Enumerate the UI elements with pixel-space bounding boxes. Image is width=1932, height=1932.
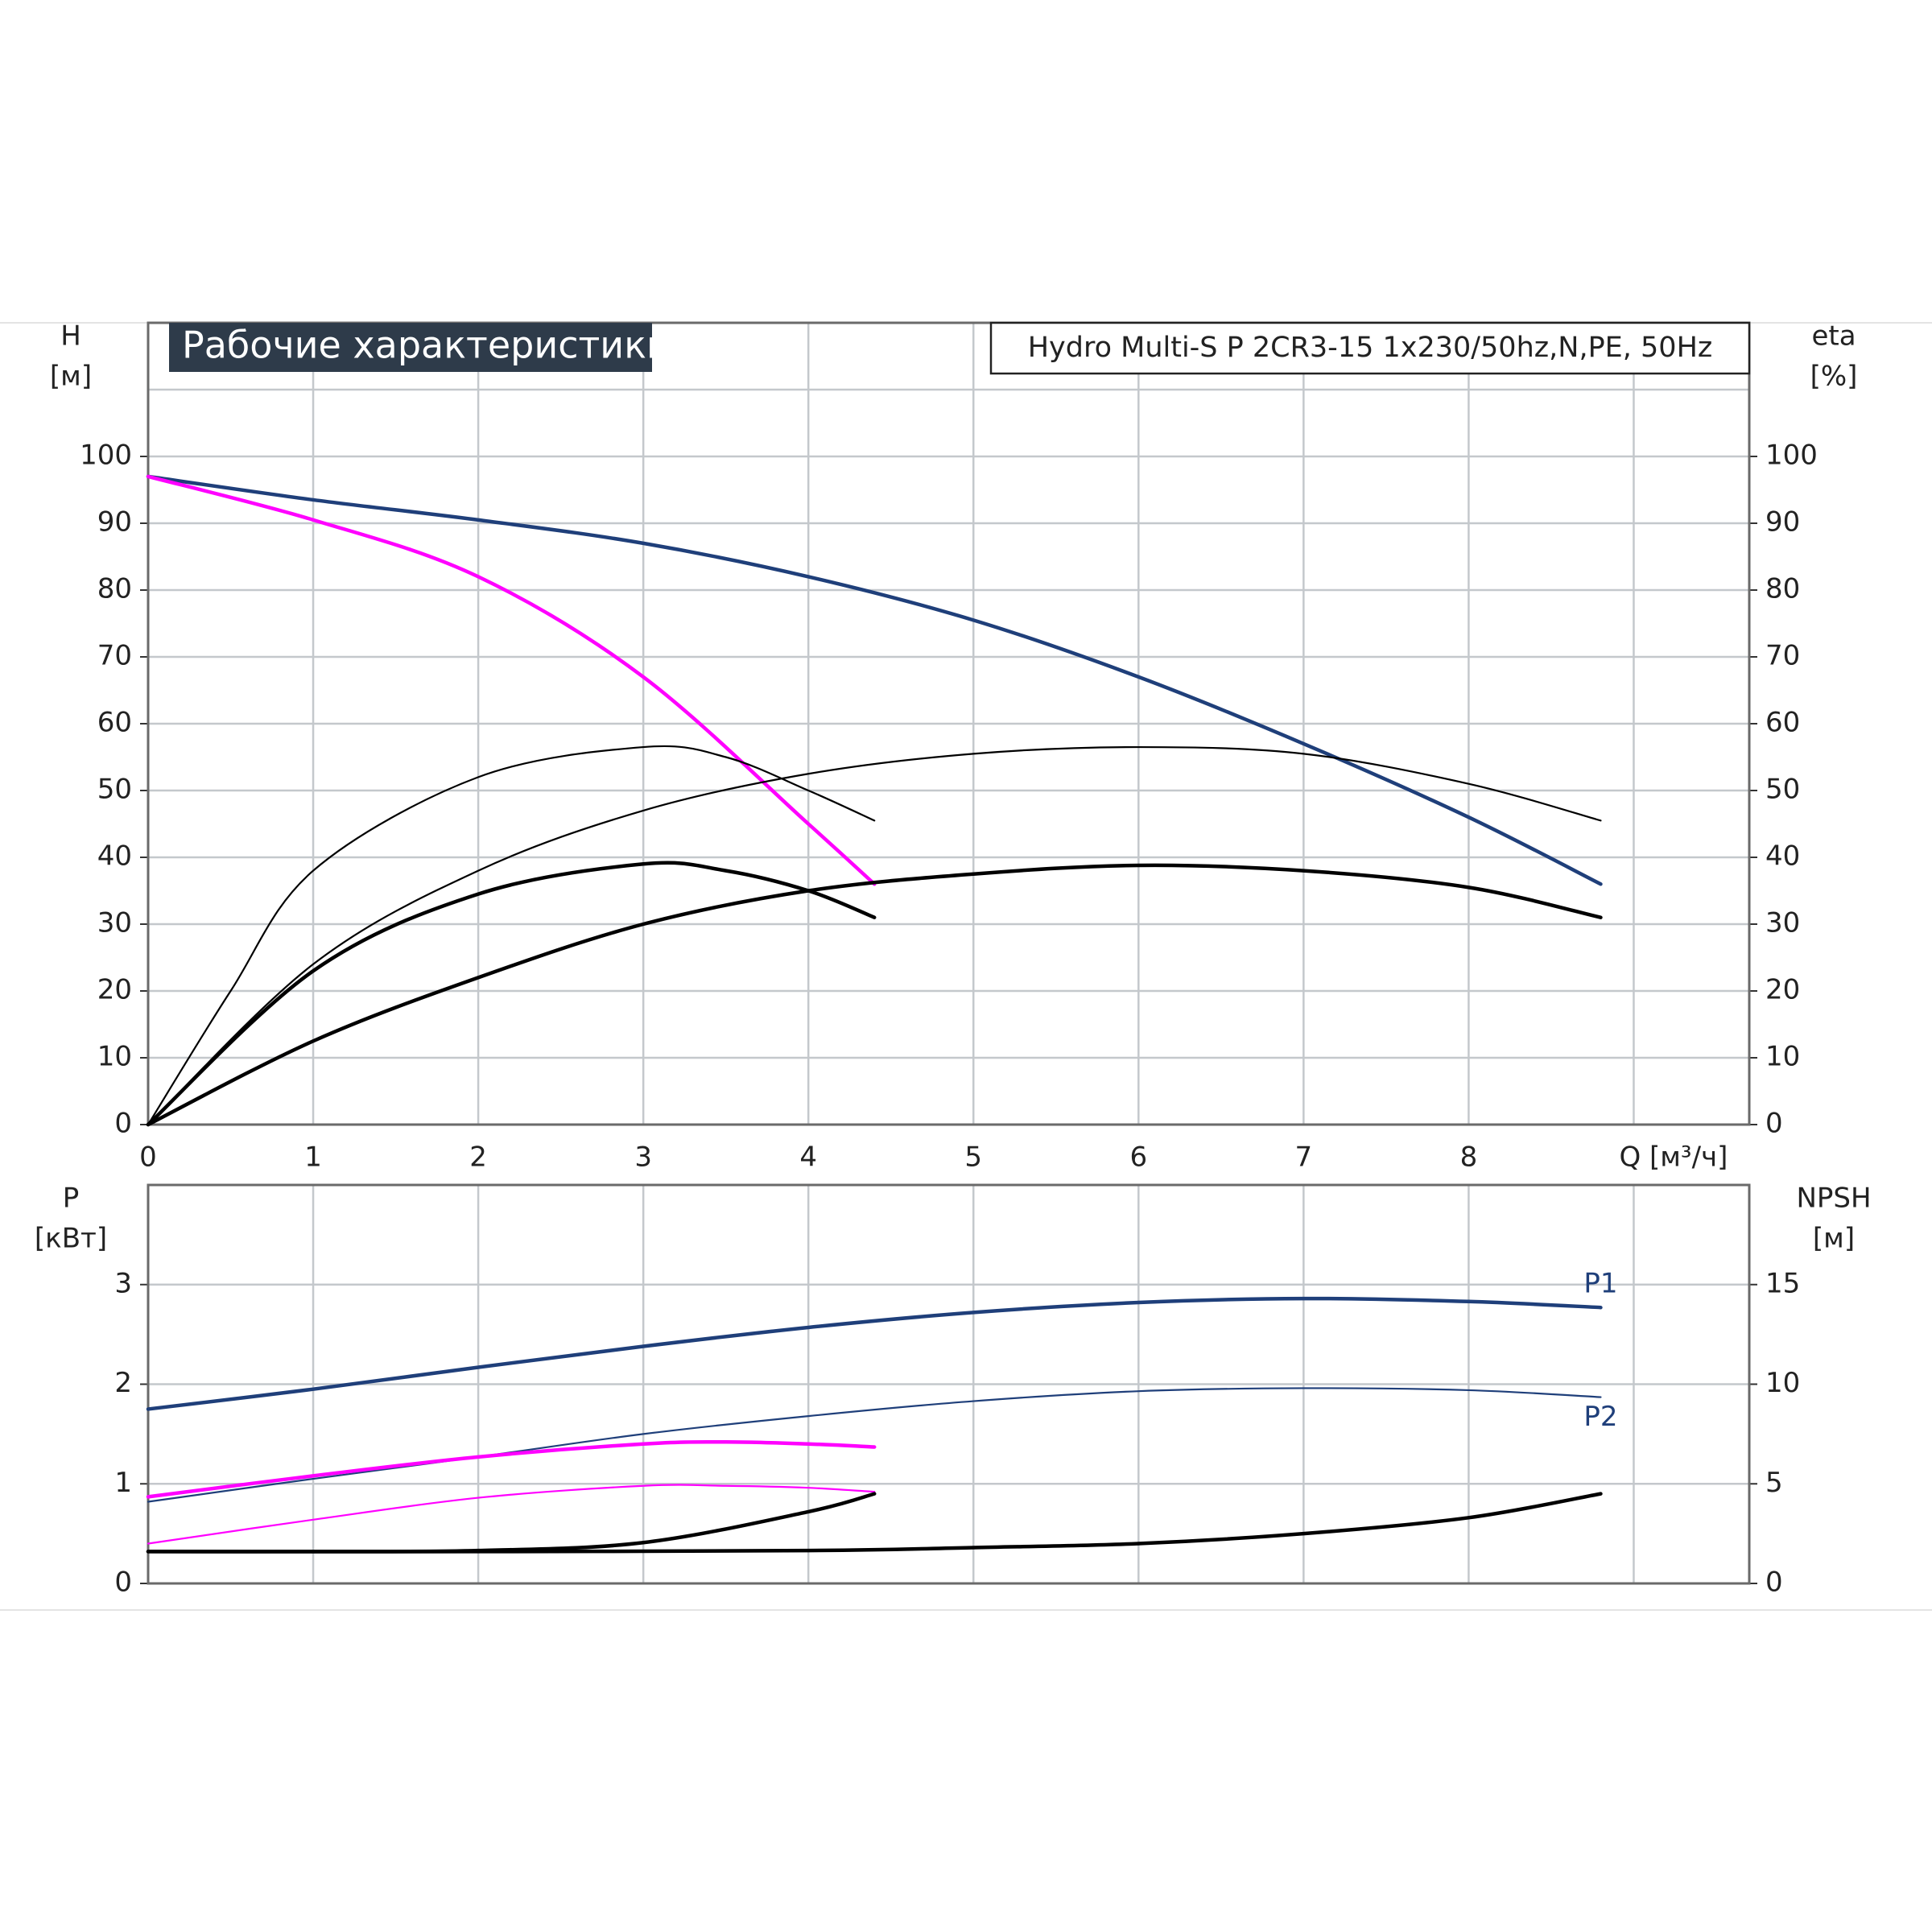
x-tick-label: 5: [964, 1141, 982, 1174]
y2-tick-label: 10: [1765, 1367, 1800, 1399]
curve: [147, 745, 876, 1126]
y2-tick-label: 50: [1765, 774, 1800, 806]
curve: [146, 474, 877, 886]
y-tick-label: 10: [97, 1041, 132, 1073]
x-tick-label: 2: [469, 1141, 487, 1174]
curve: [146, 474, 1603, 886]
x-tick-label: 8: [1460, 1141, 1478, 1174]
curve: [147, 745, 1602, 1126]
x-tick-label: 0: [139, 1141, 157, 1174]
x-tick-label: 1: [304, 1141, 322, 1174]
y-tick-label: 50: [97, 774, 132, 806]
y2-tick-label: 70: [1765, 640, 1800, 672]
y2-tick-label: 5: [1765, 1467, 1783, 1499]
y-tick-label: 0: [114, 1108, 132, 1140]
y-tick-label: 80: [97, 573, 132, 605]
y2-tick-label: 90: [1765, 506, 1800, 539]
plot-frame: [147, 1183, 1751, 1585]
y2-tick-label: 15: [1765, 1267, 1800, 1299]
x-tick-label: Q [м³/ч]: [1619, 1141, 1728, 1174]
y-tick-label: 100: [80, 440, 132, 472]
plot-frame: [147, 321, 1751, 1126]
y2-tick-label: 100: [1765, 440, 1818, 472]
y2-tick-label: 10: [1765, 1041, 1800, 1073]
curve: [146, 1439, 877, 1499]
subtitle-box: [989, 321, 1751, 375]
y2-tick-label: 40: [1765, 840, 1800, 873]
chart-title: Рабочие характеристики: [182, 324, 671, 367]
y-axis-label: [м]: [50, 361, 92, 393]
y2-tick-label: 20: [1765, 974, 1800, 1006]
y-tick-label: 0: [114, 1567, 132, 1599]
x-tick-label: 3: [634, 1141, 652, 1174]
y-axis-label: P: [63, 1183, 80, 1215]
curve: [147, 1484, 876, 1545]
y-tick-label: 90: [97, 506, 132, 539]
curve: [146, 863, 1603, 1127]
y-tick-label: 30: [97, 907, 132, 939]
y-tick-label: 40: [97, 840, 132, 873]
curve: [146, 861, 877, 1127]
y2-axis-label: NPSH: [1796, 1183, 1871, 1215]
y-axis-label: H: [60, 320, 81, 353]
y2-tick-label: 0: [1765, 1108, 1783, 1140]
y-tick-label: 20: [97, 974, 132, 1006]
y-tick-label: 70: [97, 640, 132, 672]
y-tick-label: 60: [97, 707, 132, 739]
x-tick-label: 7: [1295, 1141, 1313, 1174]
x-tick-label: 6: [1129, 1141, 1147, 1174]
curve: [146, 1296, 1603, 1411]
series-label: P2: [1583, 1401, 1617, 1433]
y2-axis-label: [%]: [1810, 361, 1858, 393]
series-label: P1: [1583, 1268, 1617, 1300]
y2-axis-label: [м]: [1813, 1223, 1855, 1255]
y2-tick-label: 0: [1765, 1567, 1783, 1599]
y-tick-label: 3: [114, 1267, 132, 1299]
y2-tick-label: 30: [1765, 907, 1800, 939]
x-tick-label: 4: [799, 1141, 817, 1174]
chart-subtitle: Hydro Multi-S P 2CR3-15 1x230/50hz,N,PE,…: [1028, 332, 1713, 364]
y2-tick-label: 60: [1765, 707, 1800, 739]
y-tick-label: 1: [114, 1467, 132, 1499]
title-box: [169, 323, 652, 372]
curve: [147, 1387, 1602, 1503]
y-axis-label: [кВт]: [35, 1223, 107, 1255]
curve: [146, 1492, 1603, 1554]
y2-tick-label: 80: [1765, 573, 1800, 605]
y-tick-label: 2: [114, 1367, 132, 1399]
y2-axis-label: eta: [1811, 320, 1856, 353]
